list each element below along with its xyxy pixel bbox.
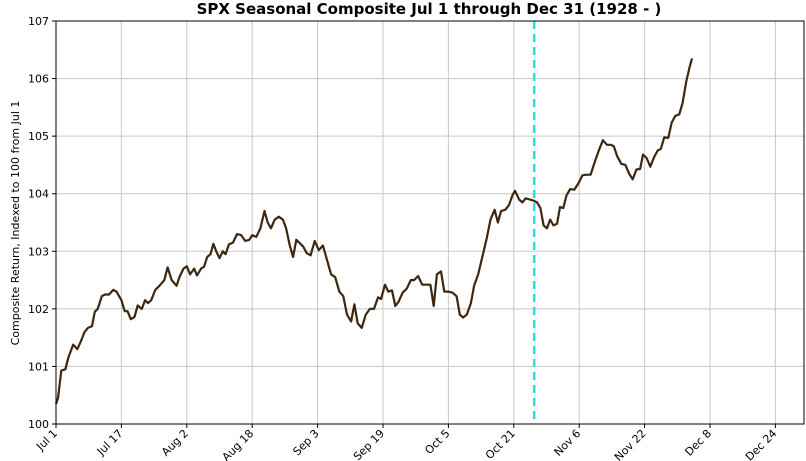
x-tick-label: Aug 2 (159, 427, 191, 459)
chart-title: SPX Seasonal Composite Jul 1 through Dec… (197, 0, 662, 18)
plot-frame (55, 20, 805, 425)
x-tick-label: Sep 3 (290, 427, 321, 458)
series-line (54, 58, 694, 405)
y-tick-label: 107 (28, 15, 49, 28)
y-tick-label: 106 (28, 73, 49, 86)
x-tick-label: Sep 19 (351, 427, 387, 461)
x-tick-label: Oct 21 (483, 427, 518, 461)
x-tick-label: Jul 17 (94, 427, 126, 459)
x-tick-label: Dec 8 (682, 427, 714, 459)
y-tick-label: 103 (28, 245, 49, 258)
y-tick-label: 102 (28, 303, 49, 316)
series-group (54, 58, 694, 405)
grid (56, 21, 804, 424)
y-axis: 100 101 102 103 104 105 106 107 (28, 15, 56, 431)
y-tick-label: 100 (28, 418, 49, 431)
x-tick-label: Nov 22 (612, 427, 649, 461)
x-tick-label: Oct 5 (422, 427, 452, 457)
x-axis: Jul 1 Jul 17 Aug 2 Aug 18 Sep 3 Sep 19 Oct 5 Oc… (33, 424, 780, 461)
y-axis-label: Composite Return, Indexed to 100 from Ju… (9, 101, 22, 346)
x-tick-label: Aug 18 (220, 427, 257, 461)
x-tick-label: Nov 6 (552, 427, 584, 459)
y-tick-label: 104 (28, 188, 49, 201)
x-tick-label: Dec 24 (743, 427, 780, 461)
y-tick-label: 105 (28, 130, 49, 143)
y-tick-label: 101 (28, 360, 49, 373)
